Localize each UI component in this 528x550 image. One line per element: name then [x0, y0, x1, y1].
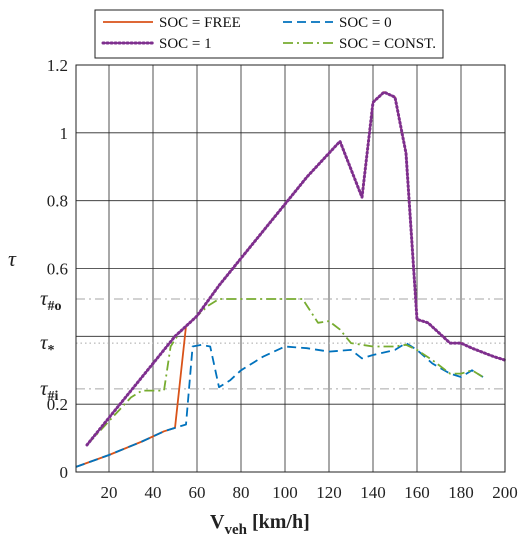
reference-label-main: τ	[40, 330, 49, 354]
reference-lines	[76, 298, 505, 390]
x-tick-labels: 20 40 60 80 100 120 140 160 180 200	[101, 483, 518, 502]
y-tick-label: 0.8	[47, 192, 68, 211]
x-axis-label-main: V	[210, 511, 225, 533]
plot-frame	[75, 64, 506, 473]
y-tick-labels: 0 0.2 0.6 0.8 1 1.2	[47, 56, 68, 482]
x-axis-label-sub: veh	[224, 522, 247, 538]
series-lines	[75, 90, 507, 468]
x-tick-label: 180	[448, 483, 474, 502]
reference-label: τ#o	[40, 286, 62, 314]
legend: SOC = FREE SOC = 0 SOC = 1 SOC = CONST.	[94, 9, 444, 59]
reference-label: τ*	[40, 330, 55, 358]
reference-label: τ#i	[40, 376, 59, 404]
reference-label-main: τ	[40, 376, 49, 400]
y-tick-label: 1.2	[47, 56, 68, 75]
y-tick-label: 0.2	[47, 395, 68, 414]
legend-label: SOC = 1	[159, 36, 212, 52]
x-axis-label: Vveh [km/h]	[210, 511, 310, 538]
x-tick-label: 160	[404, 483, 430, 502]
reference-label-sub: #i	[48, 389, 59, 404]
reference-label-sub: #o	[48, 299, 62, 314]
series-line	[86, 298, 484, 446]
legend-label: SOC = 0	[339, 15, 392, 31]
x-axis-label-unit: [km/h]	[247, 511, 310, 533]
grid	[76, 64, 506, 473]
y-tick-label: 0.6	[47, 260, 68, 279]
x-tick-label: 200	[492, 483, 518, 502]
y-tick-label: 0	[60, 463, 69, 482]
x-tick-label: 120	[316, 483, 342, 502]
reference-label-sub: *	[48, 343, 55, 358]
y-tick-label: 1	[60, 124, 69, 143]
x-tick-label: 20	[101, 483, 118, 502]
x-tick-label: 40	[145, 483, 162, 502]
legend-label: SOC = CONST.	[339, 36, 436, 52]
series-line	[75, 342, 484, 468]
reference-label-main: τ	[40, 286, 49, 310]
x-tick-label: 80	[233, 483, 250, 502]
legend-label: SOC = FREE	[159, 15, 241, 31]
x-tick-label: 140	[360, 483, 386, 502]
series-line	[75, 91, 506, 468]
x-tick-label: 100	[272, 483, 298, 502]
x-tick-label: 60	[189, 483, 206, 502]
reference-labels: τ#oτ*τ#i	[40, 286, 62, 404]
series-line	[85, 90, 507, 447]
y-axis-label: τ	[8, 246, 17, 271]
